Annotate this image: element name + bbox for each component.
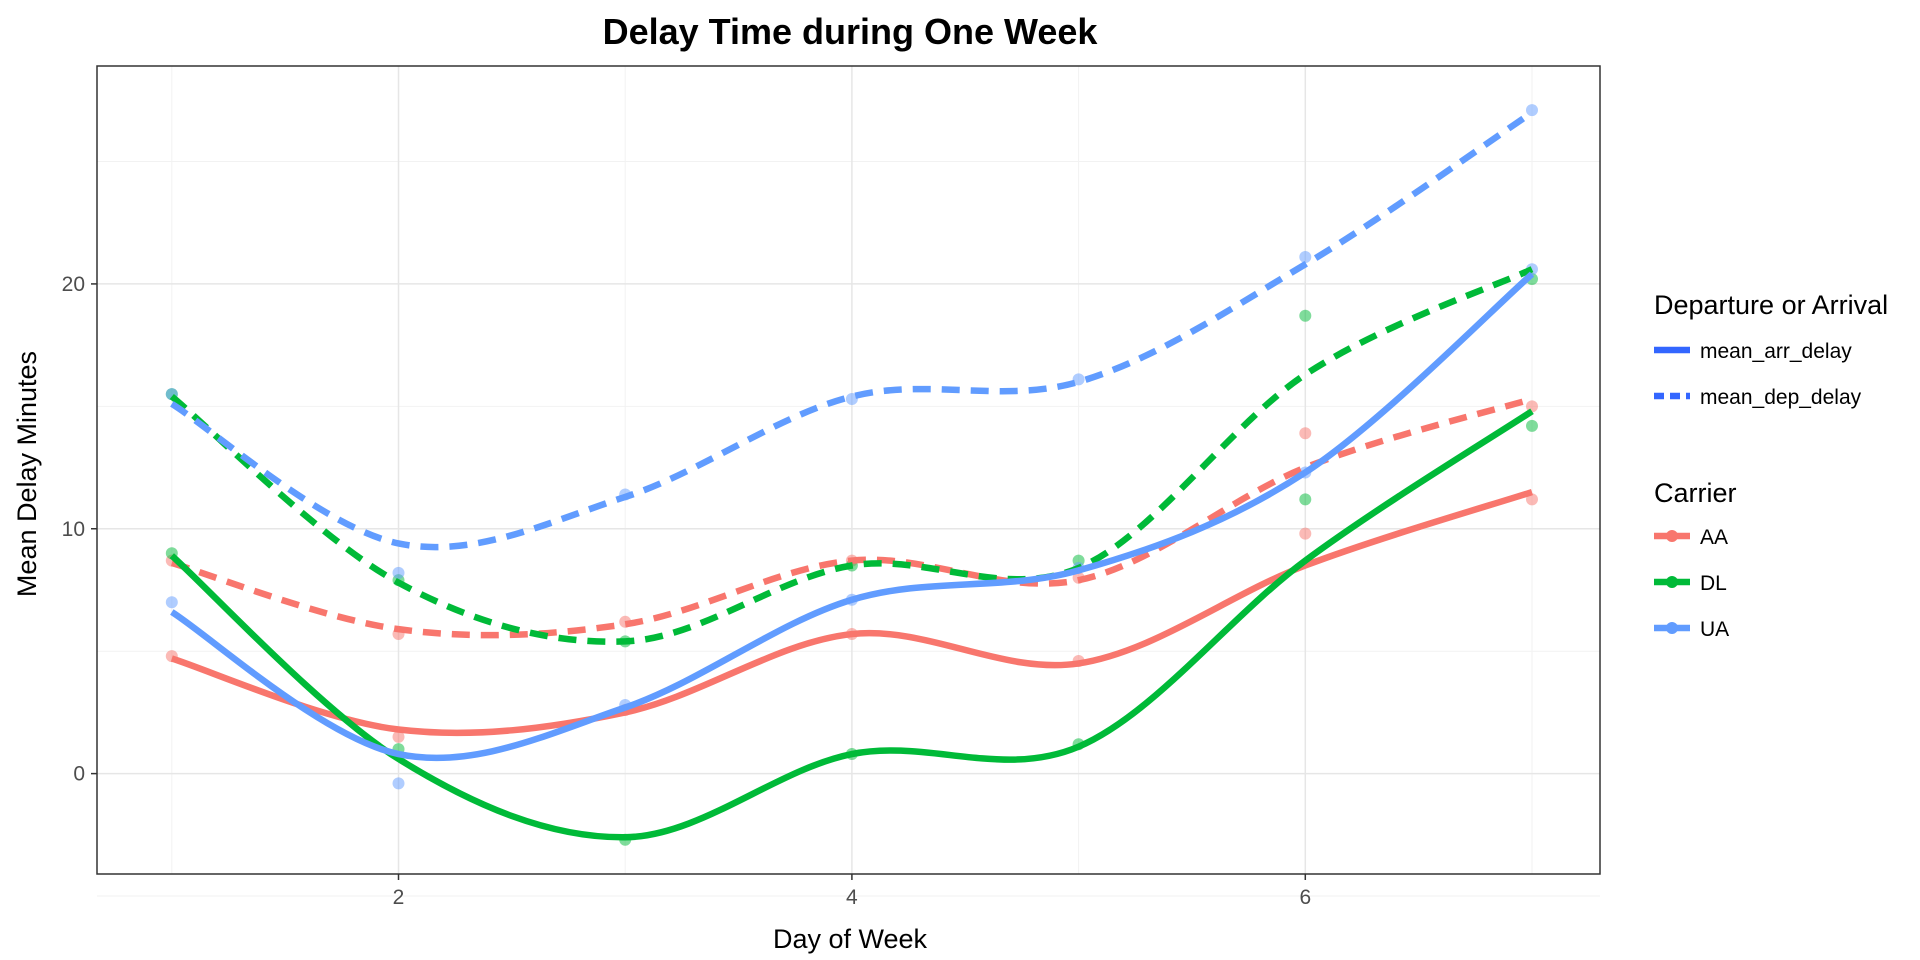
chart-title: Delay Time during One Week xyxy=(603,11,1099,52)
line-dl-dep xyxy=(169,266,1534,645)
x-axis: 2 4 6 xyxy=(393,874,1311,909)
x-axis-title: Day of Week xyxy=(773,924,928,954)
data-point-dl xyxy=(1299,309,1312,322)
line-ua-dep xyxy=(170,109,1534,551)
data-point-ua xyxy=(1072,373,1085,386)
y-tick-label: 0 xyxy=(73,763,85,786)
y-tick-label: 20 xyxy=(62,273,85,296)
legend-label: DL xyxy=(1700,572,1727,595)
y-axis: 0 10 20 xyxy=(62,273,97,786)
legend-carrier: Carrier AA DL UA xyxy=(1654,478,1737,641)
data-point-ua xyxy=(1525,104,1538,117)
legend-linetype: Departure or Arrival mean_arr_delay mean_… xyxy=(1654,290,1888,409)
data-point-ua xyxy=(1299,250,1312,263)
y-axis-title: Mean Delay Minutes xyxy=(12,351,42,597)
legend-label: mean_dep_delay xyxy=(1700,386,1862,409)
data-point-dl xyxy=(1525,419,1538,432)
legend-key-point xyxy=(1666,622,1678,634)
legend-carrier-title: Carrier xyxy=(1654,478,1737,508)
data-point-dl xyxy=(1299,493,1312,506)
data-point-aa xyxy=(392,730,405,743)
grid xyxy=(97,66,1600,897)
legend-linetype-title: Departure or Arrival xyxy=(1654,290,1888,320)
line-aa-dep xyxy=(170,395,1533,639)
data-point-ua xyxy=(845,392,858,405)
legend-key-point xyxy=(1666,576,1678,588)
line-dl-arr xyxy=(169,408,1534,841)
x-tick-label: 4 xyxy=(846,886,858,909)
data-point-ua xyxy=(165,596,178,609)
x-tick-label: 2 xyxy=(393,886,405,909)
legend-label: mean_arr_delay xyxy=(1700,340,1852,363)
data-point-ua xyxy=(392,777,405,790)
x-tick-label: 6 xyxy=(1299,886,1311,909)
smooth-lines xyxy=(169,109,1535,841)
line-aa-arr xyxy=(170,488,1533,737)
y-tick-label: 10 xyxy=(62,518,85,541)
data-point-ua xyxy=(392,566,405,579)
legend-label: AA xyxy=(1700,526,1728,549)
data-point-aa xyxy=(1299,527,1312,540)
line-ua-arr xyxy=(170,271,1535,762)
data-point-aa xyxy=(1299,427,1312,440)
legend-label: UA xyxy=(1700,618,1729,641)
legend-key-point xyxy=(1666,530,1678,542)
plot-panel-border xyxy=(96,65,1601,875)
